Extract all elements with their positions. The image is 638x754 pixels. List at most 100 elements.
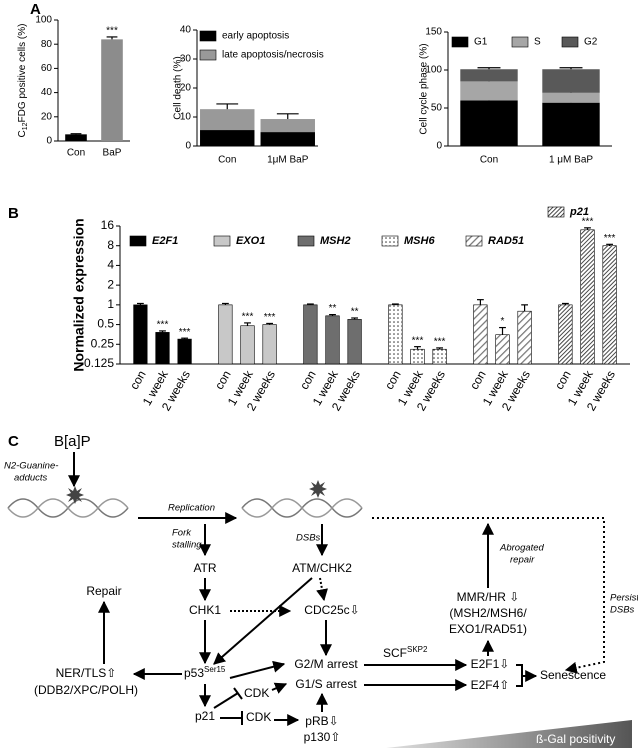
bar-segment xyxy=(542,102,600,146)
x-tick-label: 1μM BaP xyxy=(267,155,309,166)
panel-label: A xyxy=(30,1,41,18)
y-tick-label: 16 xyxy=(101,218,115,232)
x-tick-label: 1 μM BaP xyxy=(549,155,593,166)
node: p53Ser15 xyxy=(184,665,226,681)
bar xyxy=(495,334,510,365)
label: Replication xyxy=(168,503,215,514)
x-tick-label: con xyxy=(552,368,574,392)
x-tick-label: Con xyxy=(67,148,85,159)
label: repair xyxy=(510,555,535,566)
node: MMR/HR ⇩ xyxy=(457,590,520,604)
legend-label: EXO1 xyxy=(236,235,265,247)
node-sup: SKP2 xyxy=(407,645,428,654)
y-tick-label: 150 xyxy=(425,27,442,38)
y-axis-label: Normalized expression xyxy=(71,218,87,371)
label: stalling xyxy=(172,540,202,551)
y-tick-label: 100 xyxy=(35,15,52,26)
y-tick-label: 0 xyxy=(185,141,191,152)
bar-segment xyxy=(542,92,600,103)
y-tick-label: 50 xyxy=(431,103,443,114)
gradient-wedge xyxy=(386,720,632,748)
significance: *** xyxy=(157,320,169,331)
bar-segment xyxy=(200,109,255,131)
label: DSBs xyxy=(610,605,635,616)
bar xyxy=(65,134,87,141)
dna xyxy=(7,498,129,518)
node: p21 xyxy=(195,709,215,723)
bar xyxy=(155,332,170,365)
y-tick-label: 0 xyxy=(46,136,52,147)
node-sup: Ser15 xyxy=(204,665,226,674)
node: CDK xyxy=(246,710,271,724)
arrow xyxy=(372,517,605,674)
bar xyxy=(262,324,277,365)
node: EXO1/RAD51) xyxy=(449,622,527,636)
inhibit xyxy=(213,692,239,709)
legend-swatch xyxy=(451,36,469,48)
significance: *** xyxy=(179,327,191,338)
bar xyxy=(473,304,488,365)
y-tick-label: 30 xyxy=(180,54,192,65)
diagram: B[a]P N2-Guanine- adducts Replication Fo… xyxy=(4,433,638,748)
legend-label: RAD51 xyxy=(488,235,524,247)
legend-swatch xyxy=(199,30,217,42)
label: adducts xyxy=(14,473,48,484)
node-text: SCF xyxy=(383,646,407,660)
dna xyxy=(241,498,363,518)
arrow xyxy=(516,665,536,686)
bar xyxy=(133,304,148,365)
legend-swatch xyxy=(297,235,315,247)
y-tick-label: 20 xyxy=(41,111,53,122)
y-tick-label: 60 xyxy=(41,63,53,74)
bar-segment xyxy=(260,132,315,146)
node: E2F4⇧ xyxy=(471,678,510,692)
y-tick-label: 100 xyxy=(425,65,442,76)
significance: *** xyxy=(264,312,276,323)
y-axis-label-part: FDG positive cells (%) xyxy=(17,24,28,123)
legend-label: S xyxy=(534,37,541,48)
x-tick-label: BaP xyxy=(103,148,122,159)
significance: *** xyxy=(242,312,254,323)
node: G1/S arrest xyxy=(295,677,357,691)
y-tick-label: 80 xyxy=(41,39,53,50)
lesion xyxy=(66,486,84,504)
bar-segment xyxy=(460,81,518,101)
arrow xyxy=(213,577,313,665)
label: N2-Guanine- xyxy=(4,461,58,472)
x-tick-label: con xyxy=(127,368,149,392)
significance: *** xyxy=(106,26,118,37)
node: (MSH2/MSH6/ xyxy=(449,606,527,620)
arrow xyxy=(316,577,328,602)
bar-segment xyxy=(460,100,518,146)
inhibit xyxy=(233,687,243,700)
y-tick-label: 0 xyxy=(436,141,442,152)
legend-swatch xyxy=(511,36,529,48)
panel-label: C xyxy=(8,433,19,450)
legend-label: G1 xyxy=(474,37,488,48)
x-tick-label: con xyxy=(467,368,489,392)
label: DSBs xyxy=(296,533,321,544)
node: (DDB2/XPC/POLH) xyxy=(34,683,138,697)
bar xyxy=(558,304,573,365)
legend-label: early apoptosis xyxy=(222,31,289,42)
bar xyxy=(325,315,340,365)
y-tick-label: 0.25 xyxy=(91,336,115,350)
significance: *** xyxy=(412,335,424,346)
bar xyxy=(101,39,123,141)
x-tick-label: con xyxy=(382,368,404,392)
legend-label: p21 xyxy=(569,206,589,218)
y-tick-label: 20 xyxy=(180,83,192,94)
y-axis-label: Cell death (%) xyxy=(173,56,184,119)
bar-segment xyxy=(460,69,518,82)
legend-swatch xyxy=(199,49,217,61)
node: ATR xyxy=(193,561,216,575)
node: CHK1 xyxy=(189,603,221,617)
y-tick-label: 2 xyxy=(107,277,114,291)
x-tick-label: con xyxy=(297,368,319,392)
bar xyxy=(240,325,255,365)
node: ATM/CHK2 xyxy=(292,561,352,575)
arrow xyxy=(271,682,288,694)
legend-swatch xyxy=(547,206,565,218)
